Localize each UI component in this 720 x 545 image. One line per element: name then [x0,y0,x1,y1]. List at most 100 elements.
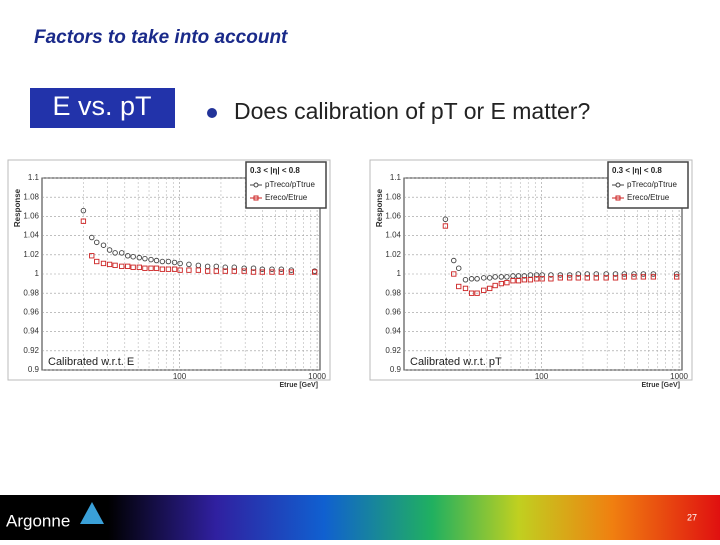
plot-area [403,177,683,371]
slide-title: Factors to take into account [34,27,288,48]
y-tick-label: 1.04 [23,231,39,240]
data-point [100,242,107,248]
y-tick-label: 0.94 [385,327,401,336]
x-tick-label: 1000 [308,372,326,381]
y-tick-label: 1.1 [390,173,402,182]
legend-marker [253,195,259,201]
data-point [480,275,487,281]
data-point [462,285,469,292]
data-point [231,264,238,271]
data-point [153,265,160,271]
legend-label: Ereco/Etrue [265,193,308,202]
y-tick-label: 0.98 [23,288,39,297]
y-axis-label: Response [13,188,22,227]
chart: 0.9 0.92 0.94 0.96 0.98 1 1.02 1.04 1.06 1.08 1.1 1… [7,159,331,389]
data-point [548,276,554,282]
header-box-text: E vs. pT [52,91,151,121]
x-tick-label: 100 [173,372,187,381]
y-tick-label: 1.04 [385,231,401,240]
y-tick-label: 1.1 [28,173,40,182]
y-tick-label: 0.94 [23,327,39,336]
footer-bar [0,495,720,540]
legend-label: Ereco/Etrue [627,193,670,202]
y-tick-label: 0.9 [390,365,402,374]
data-point [521,273,528,279]
data-point [631,274,637,280]
data-point [106,261,113,268]
data-point [159,266,166,272]
data-point [515,278,522,284]
y-tick-label: 0.98 [385,288,401,297]
data-point [557,272,564,278]
legend-title: 0.3 < |η| < 0.8 [612,166,662,175]
data-point [593,275,599,281]
data-point [171,266,178,272]
data-point [462,277,469,283]
data-point [640,274,647,280]
data-point [575,275,581,281]
data-point [584,271,591,277]
header-box [30,88,175,128]
data-point [100,260,107,267]
data-point [474,276,480,282]
data-point [498,274,505,280]
y-tick-label: 1 [397,269,402,278]
data-point [186,267,192,273]
data-point [204,268,211,274]
y-tick-label: 0.9 [28,365,40,374]
data-point [148,256,154,263]
data-point [93,239,100,246]
y-axis-label: Response [375,188,384,227]
legend-box [245,161,327,209]
data-point [159,258,166,265]
data-point [486,275,493,281]
y-tick-label: 0.96 [385,308,401,317]
logo-mark [80,502,104,524]
data-point [241,265,247,271]
bullet-dot [207,108,217,118]
data-point [548,272,554,278]
data-point [498,280,504,287]
data-point [259,269,266,275]
data-point [130,264,136,270]
data-point [566,272,573,278]
data-point [621,271,628,277]
data-point [566,275,573,281]
data-point [442,223,449,229]
data-point [612,271,619,277]
data-point [222,264,229,271]
data-point [250,265,257,271]
data-point [612,275,619,281]
data-point [125,263,131,269]
data-point [504,279,510,286]
data-point [451,257,457,264]
data-point [213,268,219,274]
data-point [118,250,125,256]
data-point [527,277,534,283]
y-tick-label: 0.96 [23,308,39,317]
chart: 0.9 0.92 0.94 0.96 0.98 1 1.02 1.04 1.06 1.08 1.1 1… [369,159,693,389]
data-point [673,274,680,280]
data-point [650,271,657,277]
x-tick-label: 1000 [670,372,688,381]
data-point [124,253,131,259]
data-point [575,271,582,277]
data-point [288,269,295,275]
data-point [171,259,178,266]
data-point [177,260,183,267]
data-point [165,258,172,265]
data-point [487,285,493,292]
data-point [468,290,475,296]
data-point [241,268,247,274]
data-point [106,247,113,253]
data-point [119,263,125,269]
y-tick-label: 1.02 [23,250,39,259]
legend-box [607,161,689,209]
x-tick-label: 100 [535,372,549,381]
data-point [640,271,647,277]
data-point [112,262,118,269]
data-point [136,254,143,261]
data-point [557,275,563,281]
data-point [456,283,462,290]
